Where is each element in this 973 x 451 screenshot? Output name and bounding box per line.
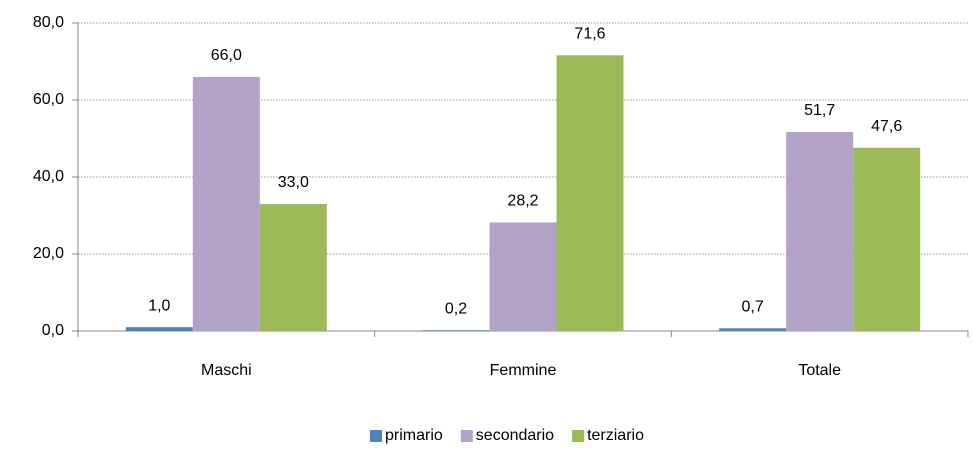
- legend-label: terziario: [587, 427, 644, 444]
- legend-label: primario: [385, 427, 443, 444]
- x-tick-label: Maschi: [201, 362, 252, 379]
- legend-swatch: [370, 430, 382, 442]
- value-label: 47,6: [871, 118, 902, 135]
- y-tick-label: 40,0: [33, 168, 64, 185]
- legend-swatch: [460, 430, 473, 442]
- y-tick-label: 0,0: [42, 322, 64, 339]
- bar: [786, 131, 854, 331]
- bar: [489, 222, 557, 331]
- legend-swatch: [572, 430, 585, 442]
- bar: [259, 203, 327, 331]
- value-label: 1,0: [148, 297, 170, 314]
- legend-label: secondario: [476, 427, 554, 444]
- value-label: 0,2: [445, 300, 467, 317]
- value-label: 33,0: [278, 174, 309, 191]
- bar: [719, 328, 787, 331]
- x-tick-label: Femmine: [490, 362, 557, 379]
- y-tick-label: 20,0: [33, 245, 64, 262]
- value-label: 66,0: [211, 47, 242, 64]
- bar: [422, 330, 490, 331]
- value-label: 71,6: [574, 26, 605, 43]
- bar: [125, 327, 193, 331]
- value-label: 51,7: [804, 102, 835, 119]
- bar: [853, 147, 921, 331]
- bar: [192, 76, 260, 332]
- x-tick-label: Totale: [798, 362, 841, 379]
- y-tick-label: 60,0: [33, 91, 64, 108]
- value-label: 0,7: [742, 299, 764, 316]
- y-tick-label: 80,0: [33, 14, 64, 31]
- value-label: 28,2: [507, 193, 538, 210]
- bar: [556, 55, 624, 332]
